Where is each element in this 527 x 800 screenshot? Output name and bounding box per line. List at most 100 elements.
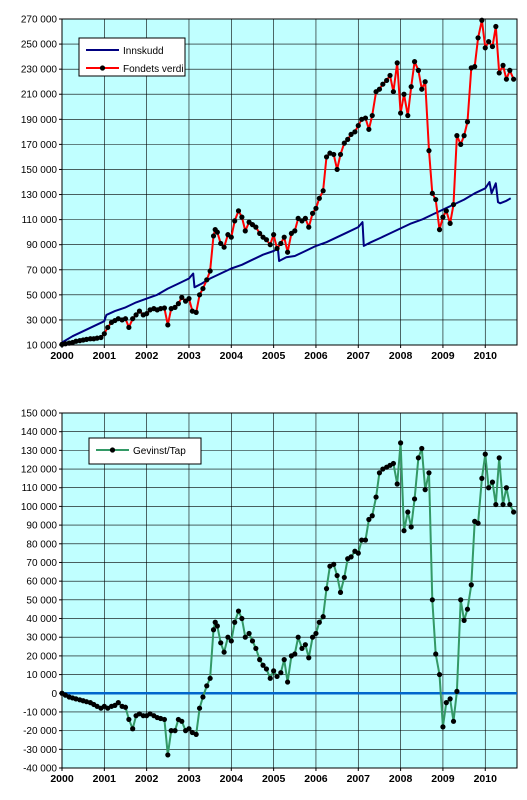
data-point — [405, 509, 411, 515]
data-point — [126, 716, 132, 723]
data-point — [369, 513, 375, 519]
y-tick-label: 10 000 — [26, 670, 57, 681]
y-tick-label: 140 000 — [21, 427, 58, 438]
data-point — [384, 77, 390, 84]
data-point — [228, 234, 234, 240]
data-point — [341, 140, 347, 146]
x-tick-label: 2001 — [93, 350, 117, 362]
data-point — [496, 455, 502, 461]
data-point — [302, 215, 308, 221]
data-point — [454, 688, 460, 694]
y-tick-label: -30 000 — [23, 745, 57, 756]
data-point — [295, 634, 301, 640]
data-point — [468, 582, 474, 588]
y-tick-label: 170 000 — [21, 140, 58, 151]
data-point — [443, 700, 449, 706]
data-point — [122, 316, 129, 322]
legend-label: Fondets verdi — [123, 64, 184, 75]
data-point — [193, 309, 199, 315]
data-point — [246, 630, 252, 637]
data-point — [447, 220, 453, 226]
data-point — [458, 141, 464, 147]
x-tick-label: 2004 — [220, 350, 244, 362]
data-point — [479, 17, 485, 23]
data-point — [454, 133, 460, 139]
y-tick-label: 190 000 — [21, 115, 58, 126]
data-point — [196, 292, 203, 298]
data-point — [263, 666, 270, 672]
data-point — [376, 470, 383, 476]
x-tick-label: 2000 — [50, 773, 74, 785]
data-point — [179, 718, 185, 724]
data-point — [323, 154, 330, 160]
data-point — [242, 634, 248, 640]
x-tick-label: 2003 — [177, 350, 201, 362]
legend-marker — [109, 447, 116, 453]
legend-label: Innskudd — [123, 46, 164, 57]
data-point — [511, 76, 517, 82]
data-point — [196, 705, 203, 711]
data-point — [380, 81, 386, 87]
y-tick-label: 50 000 — [26, 290, 57, 301]
data-point — [429, 190, 435, 196]
data-point — [482, 451, 488, 457]
data-point — [450, 718, 457, 724]
x-tick-label: 2004 — [220, 773, 244, 785]
data-point — [253, 645, 259, 652]
data-point — [408, 524, 414, 530]
data-point — [204, 277, 210, 283]
data-point — [130, 316, 136, 322]
x-tick-label: 2006 — [304, 350, 328, 362]
data-point — [500, 62, 506, 68]
data-point — [101, 331, 107, 337]
data-point — [144, 311, 150, 317]
y-tick-label: 110 000 — [22, 483, 58, 494]
data-point — [260, 662, 266, 668]
data-point — [242, 228, 248, 234]
y-tick-label: 90 000 — [26, 240, 57, 251]
data-point — [284, 249, 291, 255]
data-point — [239, 214, 245, 220]
x-tick-label: 2005 — [262, 350, 286, 362]
y-tick-label: 100 000 — [21, 502, 58, 513]
data-point — [507, 67, 513, 74]
data-point — [210, 233, 217, 239]
y-tick-label: 120 000 — [21, 465, 58, 476]
data-point — [411, 496, 418, 502]
data-point — [232, 218, 238, 224]
plot-area — [61, 412, 518, 769]
y-tick-label: 20 000 — [26, 651, 57, 662]
data-point — [429, 597, 435, 603]
data-point — [398, 440, 404, 446]
data-point — [278, 670, 284, 676]
y-tick-label: 150 000 — [21, 165, 58, 176]
data-point — [136, 308, 143, 314]
data-point — [436, 227, 443, 233]
data-point — [511, 509, 517, 515]
data-point — [179, 294, 185, 300]
y-tick-label: 110 000 — [22, 215, 58, 226]
data-point — [200, 285, 206, 292]
data-point — [500, 501, 506, 508]
data-point — [284, 679, 291, 685]
data-point — [133, 312, 139, 318]
data-point — [376, 86, 383, 92]
data-point — [352, 129, 358, 135]
data-point — [249, 638, 256, 644]
data-point — [281, 234, 287, 240]
data-point — [359, 537, 365, 543]
y-tick-label: -10 000 — [23, 707, 57, 718]
data-point — [426, 470, 432, 476]
x-tick-label: 2006 — [304, 773, 328, 785]
data-point — [218, 240, 224, 247]
data-point — [458, 597, 464, 603]
x-tick-label: 2010 — [474, 350, 498, 362]
data-point — [281, 657, 287, 663]
data-point — [98, 334, 104, 341]
data-point — [422, 79, 428, 85]
data-point — [221, 244, 227, 250]
data-point — [218, 640, 224, 646]
data-point — [366, 516, 372, 523]
data-point — [239, 615, 245, 622]
